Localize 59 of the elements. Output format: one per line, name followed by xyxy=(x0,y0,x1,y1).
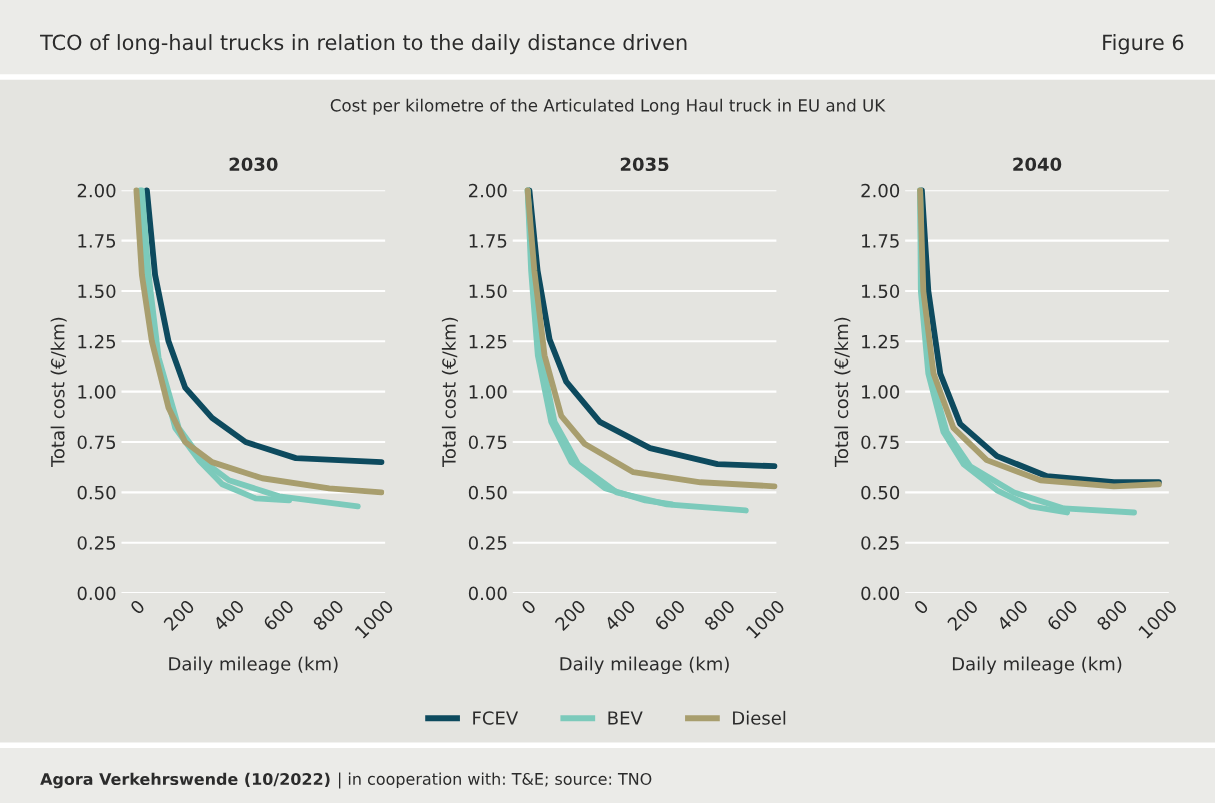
chart-title: 2030 xyxy=(229,157,278,172)
y-tick-label: 0.25 xyxy=(861,536,899,550)
y-tick-label: 0.00 xyxy=(861,586,900,601)
y-tick-label: 1.00 xyxy=(78,385,116,399)
caption: Figure 6 xyxy=(1103,34,1184,55)
x-tick-label: 400 xyxy=(603,598,637,632)
x-tick-label: 200 xyxy=(946,598,979,632)
x-tick-label: 200 xyxy=(162,598,196,632)
y-tick-label: 1.50 xyxy=(862,284,900,299)
legend-label: Diesel xyxy=(733,710,786,725)
legend-label: BEV xyxy=(608,711,643,725)
text: TCO of long-haul trucks in relation to the daily distance driven xyxy=(40,34,687,55)
x-tick-label: 800 xyxy=(312,598,345,632)
y-axis-title: Total cost (€/km) xyxy=(50,317,67,468)
y-tick-label: 1.00 xyxy=(469,385,507,399)
y-tick-label: 0.50 xyxy=(861,485,900,500)
x-tick-label: 400 xyxy=(996,598,1029,632)
y-tick-label: 1.00 xyxy=(862,385,900,399)
chart-title: 2035 xyxy=(620,157,669,172)
y-tick-label: 0.25 xyxy=(77,536,116,550)
y-tick-label: 0.75 xyxy=(77,435,116,450)
chart-title: 2040 xyxy=(1013,157,1062,172)
y-tick-label: 0.75 xyxy=(861,435,899,450)
x-tick-label: 800 xyxy=(703,598,736,632)
y-tick-label: 0.00 xyxy=(77,586,116,601)
y-tick-label: 1.50 xyxy=(469,284,507,299)
x-tick-label: 600 xyxy=(262,598,295,632)
y-tick-label: 1.25 xyxy=(469,334,507,349)
y-tick-label: 0.75 xyxy=(468,435,507,450)
x-tick-label: 200 xyxy=(554,598,587,632)
y-tick-label: 1.25 xyxy=(862,334,899,349)
y-tick-label: 1.75 xyxy=(78,234,116,248)
x-tick-label: 400 xyxy=(212,598,245,632)
x-tick-label: 0 xyxy=(520,598,537,616)
y-axis-title: Total cost (€/km) xyxy=(441,317,458,468)
y-tick-label: 2.00 xyxy=(861,183,900,198)
x-tick-label: 600 xyxy=(1046,598,1079,632)
text: | in cooperation with: T&E; source: TNO xyxy=(338,772,652,789)
x-axis-title: Daily mileage (km) xyxy=(169,656,338,675)
text: Cost per kilometre of the Articulated Long Haul truck in EU and UK xyxy=(330,98,886,115)
y-tick-label: 2.00 xyxy=(468,183,507,198)
x-tick-label: 600 xyxy=(653,598,686,632)
legend-label: FCEV xyxy=(473,711,519,725)
x-axis-title: Daily mileage (km) xyxy=(560,656,729,675)
x-axis-title: Daily mileage (km) xyxy=(952,656,1122,675)
y-tick-label: 0.00 xyxy=(468,586,507,601)
y-tick-label: 1.75 xyxy=(469,234,507,248)
y-tick-label: 0.25 xyxy=(468,536,507,550)
y-tick-label: 1.25 xyxy=(78,334,116,349)
x-tick-label: 800 xyxy=(1095,598,1129,632)
y-tick-label: 2.00 xyxy=(77,183,116,198)
x-tick-label: 0 xyxy=(913,598,930,616)
text: Agora Verkehrswende (10/2022) xyxy=(40,772,330,789)
y-tick-label: 1.50 xyxy=(78,284,116,299)
x-tick-label: 0 xyxy=(129,598,146,616)
y-tick-label: 0.50 xyxy=(77,485,116,500)
y-axis-title: Total cost (€/km) xyxy=(834,317,851,468)
y-tick-label: 0.50 xyxy=(468,485,507,500)
y-tick-label: 1.75 xyxy=(862,234,899,248)
